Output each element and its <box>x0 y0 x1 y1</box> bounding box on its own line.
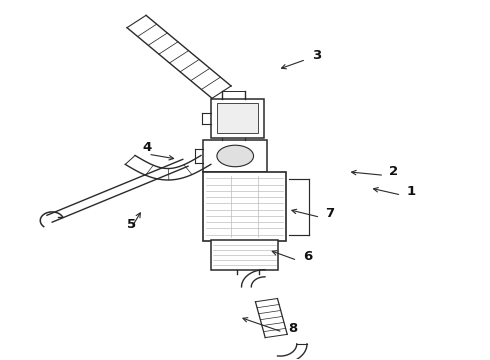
Text: 6: 6 <box>303 250 312 263</box>
Bar <box>211 99 264 138</box>
Text: 4: 4 <box>143 141 151 154</box>
Bar <box>203 140 267 172</box>
Bar <box>217 103 258 134</box>
Text: 8: 8 <box>288 322 297 335</box>
Bar <box>211 240 278 270</box>
Text: 1: 1 <box>406 185 416 198</box>
Ellipse shape <box>217 145 253 167</box>
Text: 2: 2 <box>389 165 398 178</box>
Text: 7: 7 <box>326 207 335 220</box>
Text: 3: 3 <box>313 49 321 62</box>
Text: 5: 5 <box>127 218 136 231</box>
Bar <box>203 172 286 241</box>
